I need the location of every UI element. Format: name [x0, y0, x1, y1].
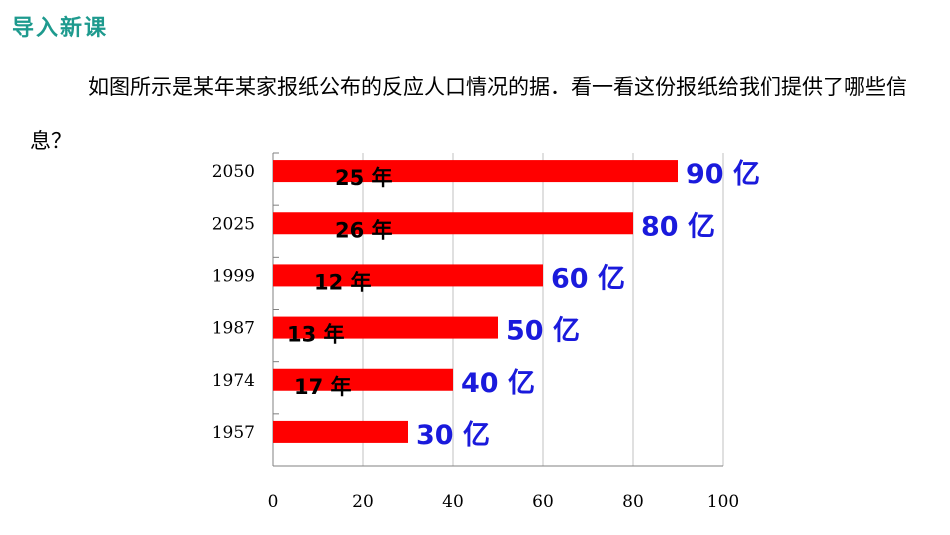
- page-title: 导入新课: [12, 16, 109, 41]
- value-label: 40 亿: [461, 368, 535, 399]
- value-label: 90 亿: [686, 159, 760, 190]
- bar: [273, 420, 408, 443]
- y-tick-label: 1974: [212, 371, 255, 391]
- bar: [273, 212, 633, 235]
- intro-text: 如图所示是某年某家报纸公布的反应人口情况的据．看一看这份报纸给我们提供了哪些信息…: [30, 75, 907, 153]
- x-tick-label: 100: [707, 492, 739, 512]
- bar-annotation-label: 25 年: [335, 166, 393, 190]
- y-tick-label: 2050: [212, 162, 255, 182]
- value-label: 80 亿: [641, 211, 715, 242]
- bar: [273, 316, 498, 339]
- bar-annotation-label: 17 年: [294, 375, 352, 399]
- bar: [273, 264, 543, 287]
- bar-annotation-label: 12 年: [314, 270, 372, 294]
- x-tick-label: 20: [352, 492, 374, 512]
- x-tick-label: 60: [532, 492, 554, 512]
- value-label: 60 亿: [551, 263, 625, 294]
- bar-annotation-label: 26 年: [335, 218, 393, 242]
- y-tick-label: 1987: [212, 319, 255, 339]
- value-label: 30 亿: [416, 420, 490, 451]
- bar: [273, 160, 678, 183]
- value-label: 50 亿: [506, 316, 580, 347]
- y-tick-label: 2025: [212, 214, 255, 234]
- y-tick-label: 1957: [212, 423, 255, 443]
- x-tick-label: 0: [268, 492, 279, 512]
- bar: [273, 368, 453, 391]
- bar-annotation-label: 13 年: [287, 323, 345, 347]
- y-tick-label: 1999: [212, 266, 255, 286]
- x-tick-label: 40: [442, 492, 464, 512]
- x-tick-label: 80: [622, 492, 644, 512]
